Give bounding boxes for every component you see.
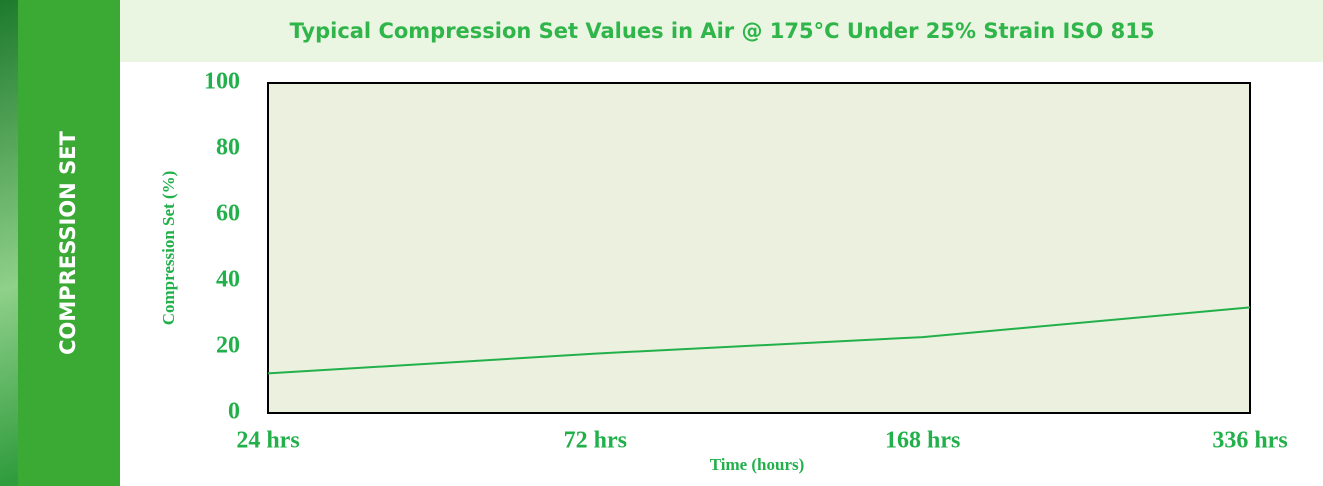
side-bar [18, 0, 120, 486]
y-tick-label: 40 [216, 267, 240, 293]
x-tick-label: 336 hrs [1212, 428, 1287, 454]
y-tick-label: 0 [228, 399, 240, 425]
data-line [267, 306, 1251, 375]
y-tick-label: 100 [204, 69, 240, 95]
plot-area [267, 82, 1251, 414]
x-tick-label: 24 hrs [236, 428, 299, 454]
side-label: COMPRESSION SET [56, 130, 80, 354]
y-axis-title: Compression Set (%) [159, 171, 178, 326]
chart-title: Typical Compression Set Values in Air @ … [290, 19, 1155, 43]
x-tick-label: 72 hrs [564, 428, 627, 454]
header-band [120, 0, 1323, 62]
x-axis-title: Time (hours) [710, 455, 805, 474]
y-tick-label: 20 [216, 333, 240, 359]
y-tick-label: 60 [216, 201, 240, 227]
x-tick-label: 168 hrs [885, 428, 960, 454]
y-tick-label: 80 [216, 135, 240, 161]
